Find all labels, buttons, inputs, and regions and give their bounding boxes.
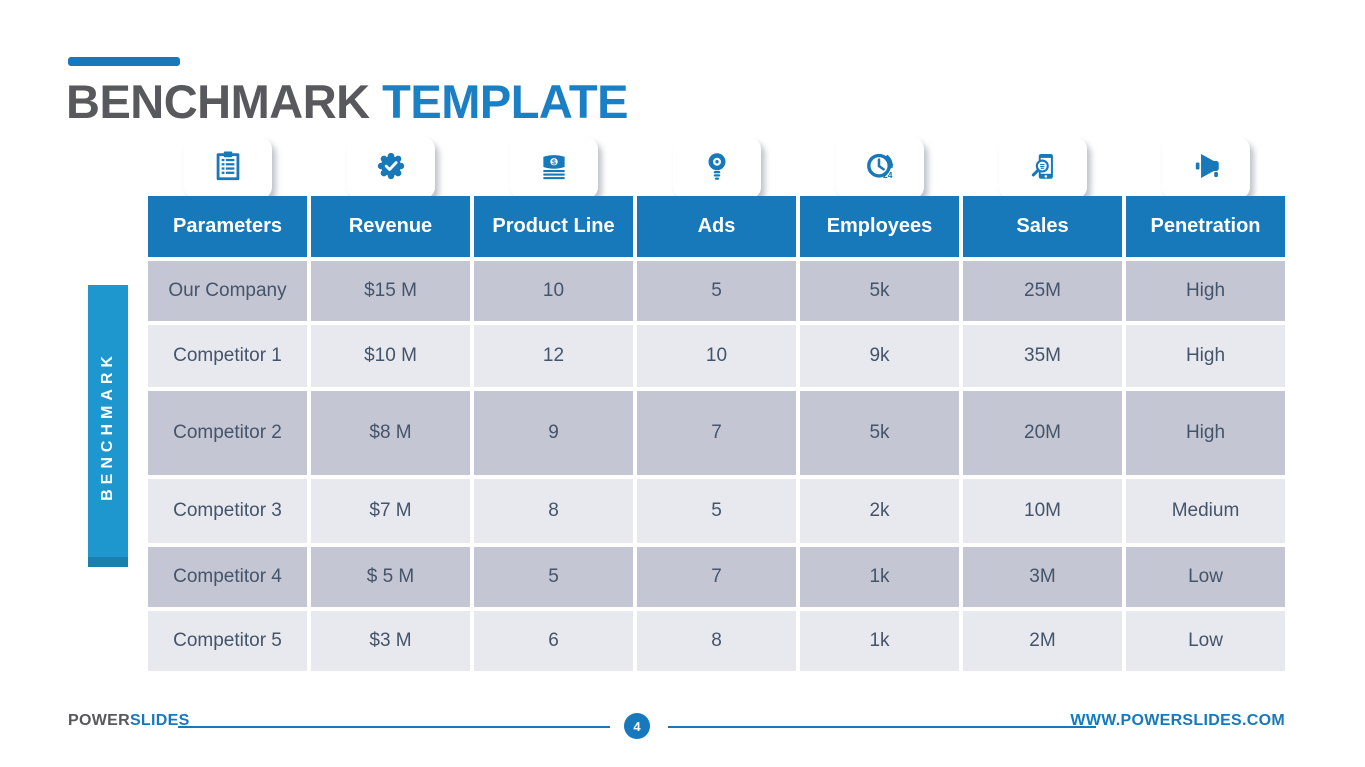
svg-text:$: $ — [552, 158, 556, 166]
table-cell: 2k — [800, 479, 959, 543]
quality-badge-icon — [346, 137, 435, 199]
page-title: BENCHMARK TEMPLATE — [66, 74, 628, 129]
table-cell: 12 — [474, 325, 633, 387]
benchmark-table: Parameters Revenue Product Line Ads Empl… — [148, 196, 1285, 671]
table-cell: 3M — [963, 547, 1122, 607]
page-title-secondary: TEMPLATE — [382, 75, 628, 128]
table-cell: 7 — [637, 391, 796, 475]
table-cell: $3 M — [311, 611, 470, 671]
table-cell: 1k — [800, 611, 959, 671]
footer-divider-left — [178, 726, 610, 728]
table-cell: $10 M — [311, 325, 470, 387]
footer-divider-right — [668, 726, 1096, 728]
megaphone-icon — [1161, 137, 1250, 199]
table-cell: 5 — [637, 261, 796, 321]
title-accent-bar — [68, 57, 180, 66]
table-cell: Low — [1126, 547, 1285, 607]
table-cell: Competitor 3 — [148, 479, 307, 543]
svg-text:24: 24 — [883, 170, 893, 180]
table-cell: 2M — [963, 611, 1122, 671]
table-cell: 5k — [800, 261, 959, 321]
page-title-primary: BENCHMARK — [66, 75, 370, 128]
table-cell: Medium — [1126, 479, 1285, 543]
table-cell: High — [1126, 325, 1285, 387]
column-header-product-line: Product Line — [474, 196, 633, 257]
page-number: 4 — [633, 718, 641, 734]
table-cell: 35M — [963, 325, 1122, 387]
table-cell: High — [1126, 391, 1285, 475]
table-cell: $ 5 M — [311, 547, 470, 607]
table-cell: 5k — [800, 391, 959, 475]
table-cell: Competitor 4 — [148, 547, 307, 607]
money-icon: $ — [509, 137, 598, 199]
idea-bulb-icon — [672, 137, 761, 199]
column-icons-row: $ 24 — [148, 137, 1285, 199]
table-cell: 7 — [637, 547, 796, 607]
mobile-search-icon — [998, 137, 1087, 199]
table-cell: $8 M — [311, 391, 470, 475]
table-cell: $7 M — [311, 479, 470, 543]
table-cell: 25M — [963, 261, 1122, 321]
brand-logo-primary: POWER — [68, 712, 130, 729]
table-cell: High — [1126, 261, 1285, 321]
time-24-icon: 24 — [835, 137, 924, 199]
brand-logo: POWERSLIDES — [68, 712, 190, 730]
table-cell: 9 — [474, 391, 633, 475]
table-cell: Competitor 1 — [148, 325, 307, 387]
table-cell: 10 — [637, 325, 796, 387]
table-cell: 5 — [637, 479, 796, 543]
table-cell: 6 — [474, 611, 633, 671]
table-cell: Low — [1126, 611, 1285, 671]
table-cell: 1k — [800, 547, 959, 607]
side-tab-label: BENCHMARK — [99, 351, 116, 501]
page-number-badge: 4 — [624, 713, 650, 739]
table-cell: 10 — [474, 261, 633, 321]
table-cell: Our Company — [148, 261, 307, 321]
benchmark-side-tab: BENCHMARK — [88, 285, 128, 567]
table-cell: Competitor 2 — [148, 391, 307, 475]
brand-logo-secondary: SLIDES — [129, 712, 190, 729]
table-cell: 5 — [474, 547, 633, 607]
table-cell: $15 M — [311, 261, 470, 321]
column-header-parameters: Parameters — [148, 196, 307, 257]
column-header-sales: Sales — [963, 196, 1122, 257]
table-cell: Competitor 5 — [148, 611, 307, 671]
column-header-ads: Ads — [637, 196, 796, 257]
column-header-employees: Employees — [800, 196, 959, 257]
table-cell: 20M — [963, 391, 1122, 475]
table-cell: 8 — [474, 479, 633, 543]
website-link[interactable]: WWW.POWERSLIDES.COM — [1070, 712, 1285, 729]
column-header-revenue: Revenue — [311, 196, 470, 257]
table-cell: 8 — [637, 611, 796, 671]
table-cell: 10M — [963, 479, 1122, 543]
table-cell: 9k — [800, 325, 959, 387]
column-header-penetration: Penetration — [1126, 196, 1285, 257]
clipboard-icon — [183, 137, 272, 199]
